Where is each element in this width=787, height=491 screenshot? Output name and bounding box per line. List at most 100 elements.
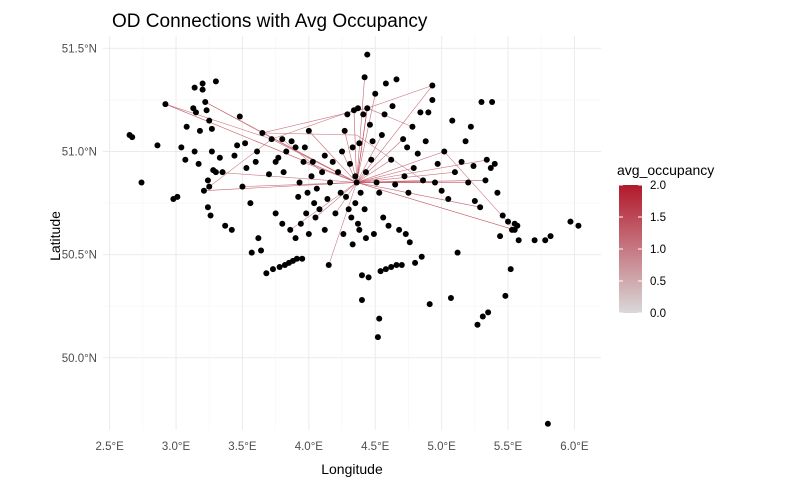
station-point — [208, 125, 215, 132]
station-point — [202, 99, 209, 106]
station-point — [138, 179, 145, 186]
station-point — [402, 231, 409, 238]
station-point — [174, 193, 181, 200]
station-point — [362, 169, 369, 176]
station-point — [405, 189, 412, 196]
station-point — [542, 237, 549, 244]
station-point — [422, 138, 429, 145]
station-point — [467, 123, 474, 130]
station-point — [567, 218, 574, 225]
station-point — [376, 189, 383, 196]
station-point — [429, 82, 436, 89]
od-connection — [262, 107, 368, 134]
station-point — [303, 210, 310, 217]
station-point — [347, 160, 354, 167]
station-point — [398, 261, 405, 268]
station-point — [425, 109, 432, 116]
station-point — [296, 179, 303, 186]
grid-layer — [103, 36, 601, 430]
station-point — [154, 142, 161, 149]
od-connection — [271, 109, 355, 140]
station-point — [206, 117, 213, 124]
station-point — [491, 160, 498, 167]
station-point — [409, 123, 416, 130]
od-connection — [356, 151, 445, 183]
station-point — [381, 111, 388, 118]
station-point — [344, 111, 351, 118]
station-point — [252, 158, 259, 165]
station-point — [279, 220, 286, 227]
station-point — [449, 117, 456, 124]
station-point — [345, 206, 352, 213]
chart-title: OD Connections with Avg Occupancy — [112, 11, 428, 32]
od-connection — [302, 161, 357, 183]
station-point — [388, 156, 395, 163]
x-tick-label: 4.0°E — [295, 441, 324, 453]
od-connection — [308, 130, 357, 183]
station-point — [575, 222, 582, 229]
station-point — [479, 313, 486, 320]
y-tick-label: 51.5°N — [62, 43, 97, 55]
station-point — [283, 148, 290, 155]
station-point — [353, 179, 360, 186]
station-point — [393, 261, 400, 268]
station-point — [369, 138, 376, 145]
od-connection — [262, 132, 357, 136]
od-connection — [356, 159, 392, 183]
station-point — [254, 148, 261, 155]
od-connection — [282, 138, 323, 173]
station-point — [231, 152, 238, 159]
station-point — [515, 237, 522, 244]
station-point — [497, 233, 504, 240]
station-point — [324, 195, 331, 202]
od-connection — [444, 151, 515, 231]
od-connection — [165, 103, 357, 183]
station-point — [288, 138, 295, 145]
station-point — [182, 156, 189, 163]
station-point — [313, 185, 320, 192]
od-connection — [328, 182, 357, 266]
station-point — [447, 294, 454, 301]
station-point — [366, 121, 373, 128]
legend-colorbar — [619, 185, 642, 313]
station-point — [199, 86, 206, 93]
x-tick-label: 3.0°E — [162, 441, 191, 453]
station-point — [478, 99, 485, 106]
station-point — [376, 315, 383, 322]
station-point — [365, 274, 372, 281]
station-point — [297, 220, 304, 227]
station-point — [312, 214, 319, 221]
y-tick-label: 50.0°N — [62, 353, 97, 365]
station-point — [368, 156, 375, 163]
station-point — [544, 420, 551, 427]
od-connection — [165, 103, 272, 140]
legend: avg_occupancy 2.0 1.5 1.0 0.5 0.0 — [617, 162, 714, 320]
x-tick-label: 5.5°E — [494, 441, 523, 453]
station-point — [208, 148, 215, 155]
station-point — [420, 177, 427, 184]
station-point — [280, 169, 287, 176]
station-point — [354, 220, 361, 227]
od-connection — [367, 85, 433, 109]
station-point — [357, 189, 364, 196]
od-connection — [356, 180, 424, 183]
station-point — [485, 309, 492, 316]
station-point — [341, 127, 348, 134]
y-tick-label: 51.0°N — [62, 147, 97, 159]
od-connection — [356, 182, 515, 231]
station-point — [507, 266, 514, 273]
station-point — [247, 200, 254, 207]
station-point — [239, 183, 246, 190]
station-point — [292, 144, 299, 151]
station-point — [204, 177, 211, 184]
legend-ticks: 2.0 1.5 1.0 0.5 0.0 — [619, 180, 666, 320]
station-point — [222, 222, 229, 229]
station-point — [266, 171, 272, 178]
station-point — [361, 74, 368, 81]
station-point — [219, 169, 226, 176]
station-point — [393, 76, 400, 83]
od-connection — [356, 108, 368, 183]
station-point — [511, 226, 518, 233]
station-point — [349, 144, 356, 151]
